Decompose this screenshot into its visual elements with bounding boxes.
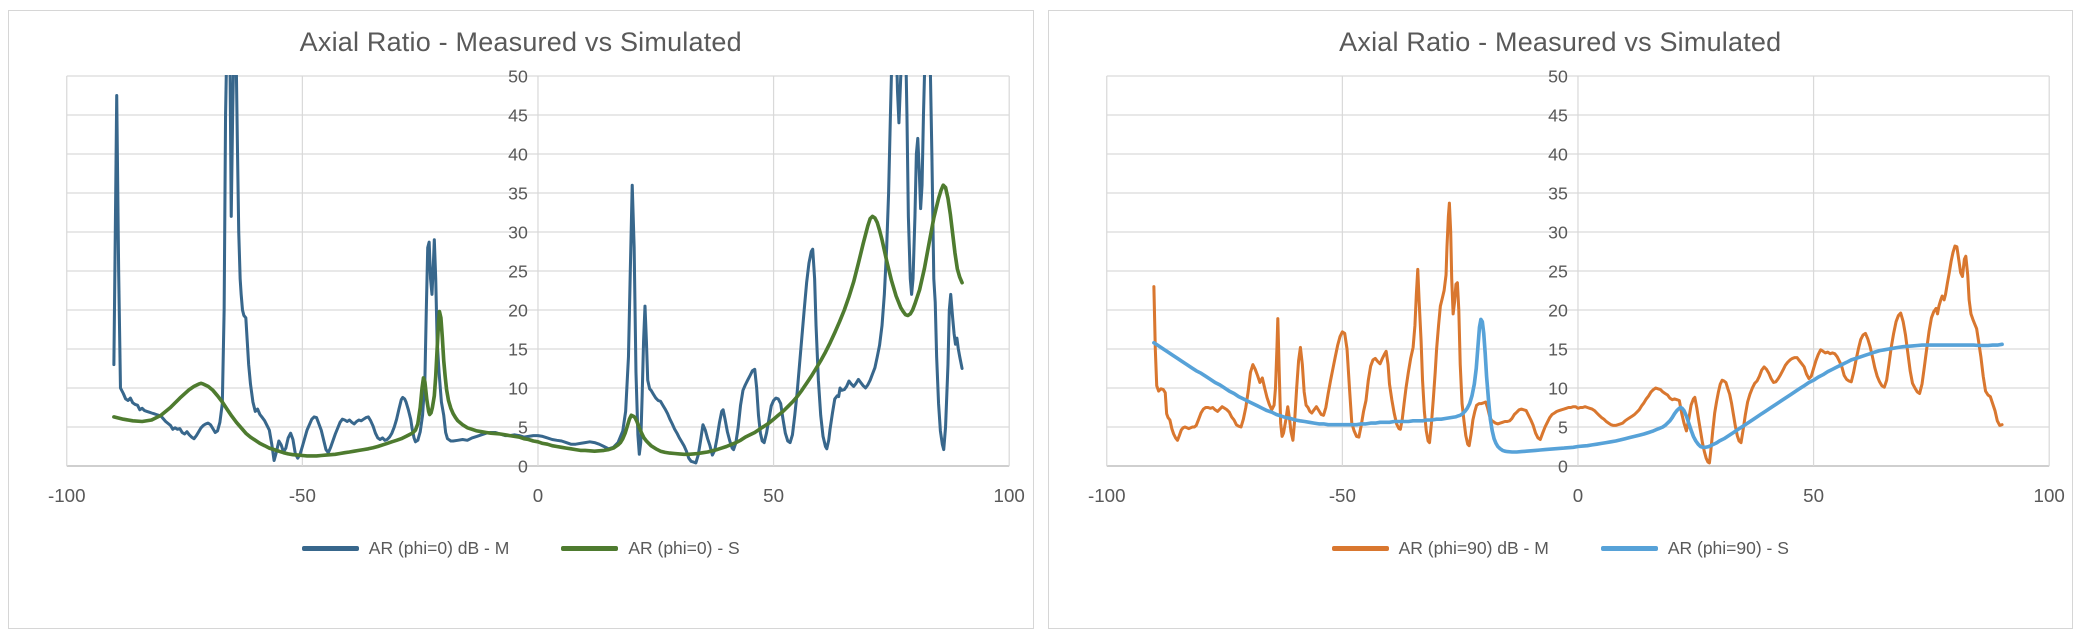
legend-line-swatch <box>1331 546 1389 551</box>
chart-title: Axial Ratio - Measured vs Simulated <box>299 27 742 57</box>
x-tick-label: 0 <box>533 485 543 506</box>
x-tick-label: 100 <box>994 485 1025 506</box>
legend-label: AR (phi=0) - S <box>628 538 740 558</box>
y-tick-label: 15 <box>1548 340 1568 360</box>
legend-label: AR (phi=90) - S <box>1667 538 1789 558</box>
y-tick-label: 0 <box>1557 457 1567 477</box>
legend-entry: AR (phi=0) - S <box>561 538 740 559</box>
series-line-simulated <box>1151 317 2004 454</box>
chart-panel-right[interactable]: Axial Ratio - Measured vs Simulated 0 5 10… <box>1047 10 2073 629</box>
chart-title: Axial Ratio - Measured vs Simulated <box>1339 27 1782 57</box>
y-tick-label: 45 <box>508 106 528 126</box>
y-tick-label: 40 <box>508 145 528 165</box>
y-tick-label: 25 <box>508 262 528 282</box>
y-tick-label: 50 <box>1548 70 1568 86</box>
legend-label: AR (phi=0) dB - M <box>368 538 510 558</box>
legend-line-swatch <box>301 546 359 551</box>
plot-area-right: 0 5 10 15 20 25 30 35 40 45 50 -100 -50 0 50 100 <box>1088 70 2065 506</box>
plot-area-left: 0 5 10 15 20 25 30 35 40 45 50 -100 -50 0 50 100 <box>48 70 1025 506</box>
legend-line-swatch <box>561 546 619 551</box>
chart-panel-left[interactable]: Axial Ratio - Measured vs Simulated 0 5 10… <box>8 10 1034 629</box>
y-tick-label: 5 <box>518 418 528 438</box>
y-tick-label: 0 <box>518 457 528 477</box>
x-tick-label: -100 <box>48 485 85 506</box>
y-tick-label: 35 <box>508 184 528 204</box>
y-tick-label: 30 <box>508 223 528 243</box>
y-tick-label: 40 <box>1548 145 1568 165</box>
y-tick-label: 50 <box>508 70 528 86</box>
legend-left: AR (phi=0) dB - M AR (phi=0) - S <box>301 538 740 559</box>
x-tick-label: 50 <box>763 485 784 506</box>
y-tick-label: 20 <box>508 301 528 321</box>
legend-entry: AR (phi=0) dB - M <box>301 538 510 559</box>
series-line-simulated <box>112 183 964 458</box>
y-tick-label: 30 <box>1548 223 1568 243</box>
y-tick-label: 15 <box>508 340 528 360</box>
x-tick-label: 50 <box>1803 485 1824 506</box>
x-tick-label: -100 <box>1088 485 1125 506</box>
legend-label: AR (phi=90) dB - M <box>1398 538 1549 558</box>
x-tick-label: 0 <box>1572 485 1582 506</box>
y-tick-label: 5 <box>1557 418 1567 438</box>
legend-entry: AR (phi=90) - S <box>1600 538 1789 559</box>
y-tick-label: 20 <box>1548 301 1568 321</box>
series-line-measured <box>112 75 964 465</box>
y-tick-label: 35 <box>1548 184 1568 204</box>
y-tick-label: 10 <box>508 379 528 399</box>
legend-line-swatch <box>1600 546 1658 551</box>
x-tick-label: 100 <box>2033 485 2064 506</box>
y-tick-label: 10 <box>1548 379 1568 399</box>
x-tick-label: -50 <box>289 485 316 506</box>
x-tick-label: -50 <box>1328 485 1355 506</box>
legend-entry: AR (phi=90) dB - M <box>1331 538 1549 559</box>
series-line-measured <box>1151 201 2004 465</box>
y-tick-label: 45 <box>1548 106 1568 126</box>
legend-right: AR (phi=90) dB - M AR (phi=90) - S <box>1331 538 1789 559</box>
y-tick-label: 25 <box>1548 262 1568 282</box>
